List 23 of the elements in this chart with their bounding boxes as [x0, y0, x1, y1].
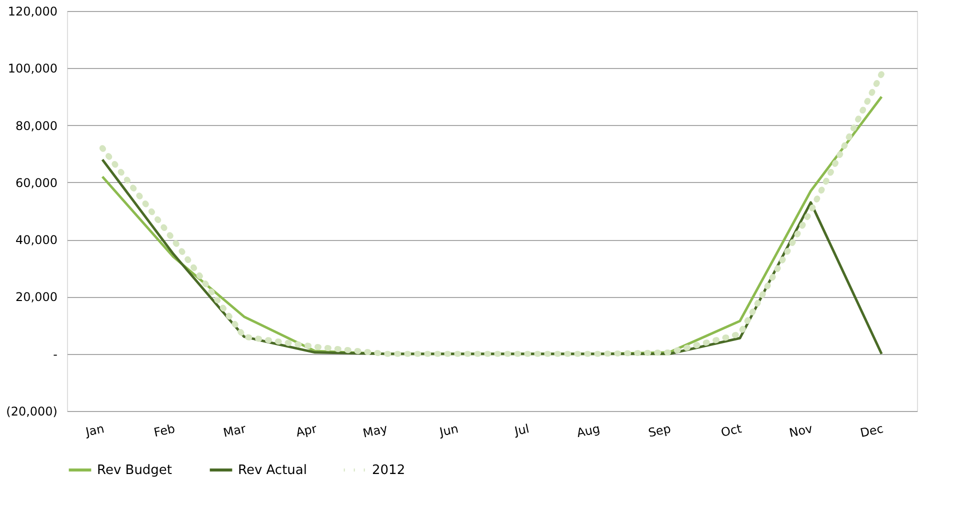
legend-label: Rev Budget [97, 463, 172, 478]
y-tick-label: 100,000 [8, 62, 58, 76]
y-tick-label: 40,000 [16, 233, 58, 248]
x-tick-label: Jun [437, 422, 460, 440]
x-tick-label: May [362, 422, 389, 440]
legend-label: Rev Actual [238, 463, 307, 478]
x-tick-label: Aug [575, 422, 602, 440]
y-tick-label: 60,000 [16, 176, 58, 190]
x-tick-label: Nov [788, 422, 814, 440]
x-tick-label: Jul [512, 422, 530, 438]
y-tick-label: 80,000 [16, 118, 58, 133]
y-tick-label: 120,000 [8, 4, 58, 18]
x-tick-label: Oct [720, 421, 744, 440]
x-tick-label: Jan [83, 422, 106, 440]
y-tick-label: - [53, 347, 58, 362]
x-tick-label: Feb [152, 422, 176, 440]
x-tick-label: Apr [294, 422, 318, 440]
y-tick-label: (20,000) [6, 404, 58, 418]
y-tick-label: 20,000 [16, 290, 58, 304]
x-tick-label: Sep [647, 422, 672, 440]
x-tick-label: Dec [858, 422, 885, 440]
x-tick-label: Mar [222, 422, 248, 440]
legend-label: 2012 [372, 463, 406, 478]
